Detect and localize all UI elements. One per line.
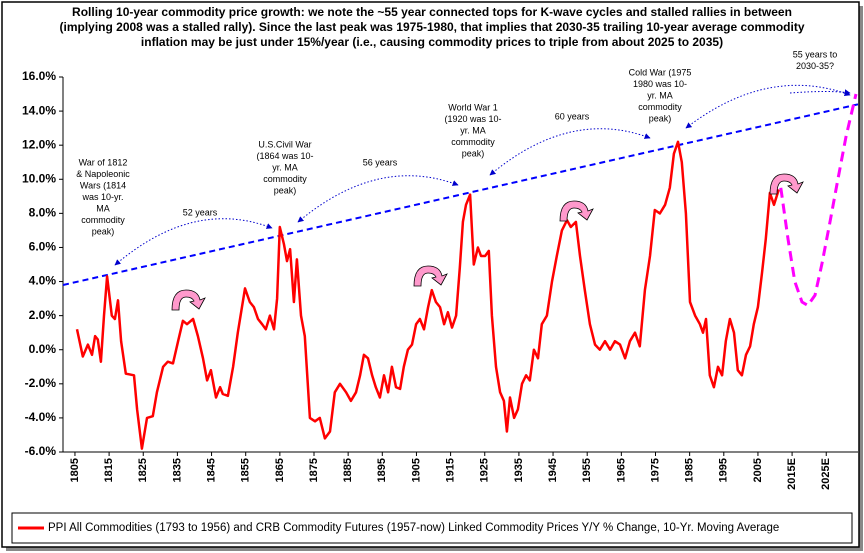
x-tick-label: 1805 (69, 458, 81, 482)
y-tick-label: 8.0% (29, 206, 57, 220)
annotation: 2030-35? (796, 61, 834, 71)
rollover-icon (769, 173, 804, 195)
x-tick-label: 1945 (547, 458, 559, 482)
x-tick-label: 1905 (410, 458, 422, 482)
x-tick-label: 1885 (342, 458, 354, 482)
y-tick-label: 0.0% (29, 342, 57, 356)
x-tick-label: 1915 (445, 458, 457, 482)
legend-box (11, 512, 853, 544)
data-line (75, 140, 780, 450)
annotation: Cold War (1975 (629, 67, 692, 77)
annotation: World War 1 (448, 102, 498, 112)
annotation: was 10-yr. (81, 192, 123, 202)
x-tick-label: 1825 (137, 458, 149, 482)
legend-label: PPI All Commodities (1793 to 1956) and C… (48, 522, 779, 534)
y-tick-label: 2.0% (29, 308, 57, 322)
x-tick-label: 1925 (479, 458, 491, 482)
y-tick-label: 16.0% (22, 69, 56, 83)
annotation: (1864 was 10- (256, 151, 313, 161)
x-tick-label: 1815 (103, 458, 115, 482)
cycle-arc (685, 84, 851, 129)
annotation: (1920 was 10- (444, 114, 501, 124)
y-tick-label: 4.0% (29, 274, 57, 288)
x-tick-label: 2015E (786, 458, 798, 490)
annotation: peak) (649, 113, 672, 123)
annotation: yr. MA (460, 125, 486, 135)
x-tick-label: 2005 (752, 458, 764, 482)
annotation: commodity (263, 174, 307, 184)
x-tick-label: 1855 (240, 458, 252, 482)
annotation: commodity (451, 137, 495, 147)
x-tick-label: 1975 (649, 458, 661, 482)
rollover-icon (171, 289, 206, 311)
cycle-arc (297, 175, 459, 223)
annotation: commodity (81, 215, 125, 225)
x-tick-label: 1965 (615, 458, 627, 482)
x-tick-label: 1955 (581, 458, 593, 482)
x-tick-label: 1875 (308, 458, 320, 482)
cycle-arc (789, 89, 851, 96)
x-tick-label: 1865 (274, 458, 286, 482)
x-tick-label: 1895 (376, 458, 388, 482)
y-tick-label: -2.0% (25, 376, 57, 390)
y-tick-label: -4.0% (25, 410, 57, 424)
y-tick-label: 14.0% (22, 103, 56, 117)
projection-line (779, 93, 858, 308)
cycle-arc (489, 128, 651, 176)
annotation: 55 years to (793, 49, 838, 59)
annotation: yr. MA (647, 90, 673, 100)
y-tick-label: -6.0% (25, 444, 57, 458)
x-tick-label: 1845 (205, 458, 217, 482)
annotation: 52 years (183, 207, 218, 217)
cycle-arc (114, 218, 273, 266)
rollover-icon (559, 200, 594, 222)
annotation: 56 years (363, 157, 398, 167)
chart-title: inflation may be just under 15%/year (i.… (141, 35, 723, 49)
annotation: commodity (638, 102, 682, 112)
annotation: yr. MA (272, 162, 298, 172)
x-tick-label: 1995 (718, 458, 730, 482)
annotation: 1980 was 10- (633, 79, 687, 89)
annotation: 60 years (555, 111, 590, 121)
annotation: MA (96, 203, 110, 213)
annotation: peak) (462, 148, 485, 158)
x-tick-label: 1935 (513, 458, 525, 482)
y-tick-label: 6.0% (29, 240, 57, 254)
rollover-icon (413, 265, 448, 287)
annotation: peak) (274, 185, 297, 195)
y-tick-label: 12.0% (22, 137, 56, 151)
x-tick-label: 2025E (820, 458, 832, 490)
annotation: War of 1812 (79, 157, 128, 167)
annotation: & Napoleonic (76, 169, 130, 179)
y-tick-label: 10.0% (22, 171, 56, 185)
annotation: peak) (92, 226, 115, 236)
chart-title: (implying 2008 was a stalled rally). Sin… (59, 20, 804, 34)
annotation: Wars (1814 (80, 180, 126, 190)
annotation: U.S.Civil War (258, 139, 311, 149)
chart-title: Rolling 10-year commodity price growth: … (72, 5, 792, 19)
x-tick-label: 1835 (171, 458, 183, 482)
x-tick-label: 1985 (684, 458, 696, 482)
